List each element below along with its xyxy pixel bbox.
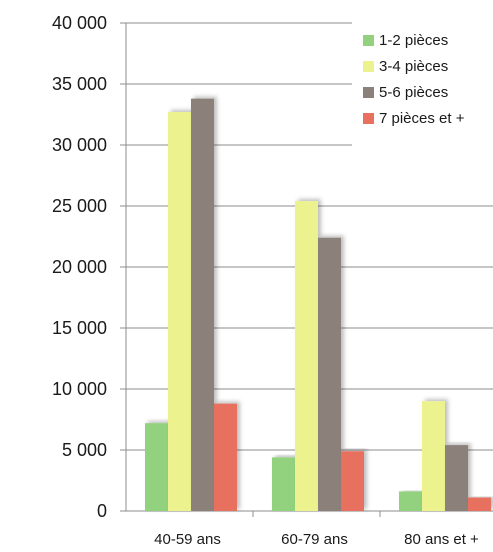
bar <box>468 497 491 511</box>
y-tick-label: 5 000 <box>62 440 107 460</box>
bar <box>191 98 214 511</box>
legend-label: 1-2 pièces <box>379 32 448 49</box>
x-axis-tick-labels: 40-59 ans 60-79 ans 80 ans et + <box>154 531 479 548</box>
y-tick-label: 25 000 <box>52 196 107 216</box>
y-axis-tick-labels: 0 5 000 10 000 15 000 20 000 25 000 30 000 35 0… <box>52 13 107 521</box>
bar <box>341 451 364 511</box>
x-tick-label: 60-79 ans <box>281 531 348 548</box>
bar <box>168 112 191 511</box>
y-tick-label: 0 <box>97 501 107 521</box>
legend-label: 3-4 pièces <box>379 58 448 75</box>
x-tick-label: 40-59 ans <box>154 531 221 548</box>
bars <box>145 98 491 511</box>
legend-background <box>352 20 493 168</box>
bar <box>295 201 318 511</box>
bar <box>214 403 237 511</box>
y-tick-label: 35 000 <box>52 74 107 94</box>
bar <box>272 457 295 511</box>
y-tick-label: 20 000 <box>52 257 107 277</box>
legend-label: 7 pièces et + <box>379 110 465 127</box>
bar <box>422 401 445 511</box>
bar <box>399 491 422 511</box>
legend-swatch <box>363 61 374 72</box>
bar <box>318 237 341 511</box>
bar <box>145 423 168 511</box>
x-tick-label: 80 ans et + <box>404 531 479 548</box>
legend-swatch <box>363 113 374 124</box>
bar <box>445 445 468 511</box>
y-tick-label: 30 000 <box>52 135 107 155</box>
legend: 1-2 pièces 3-4 pièces 5-6 pièces 7 pièces e… <box>352 20 493 168</box>
y-tick-label: 10 000 <box>52 379 107 399</box>
legend-label: 5-6 pièces <box>379 84 448 101</box>
y-tick-label: 40 000 <box>52 13 107 33</box>
legend-swatch <box>363 35 374 46</box>
legend-swatch <box>363 87 374 98</box>
y-tick-label: 15 000 <box>52 318 107 338</box>
